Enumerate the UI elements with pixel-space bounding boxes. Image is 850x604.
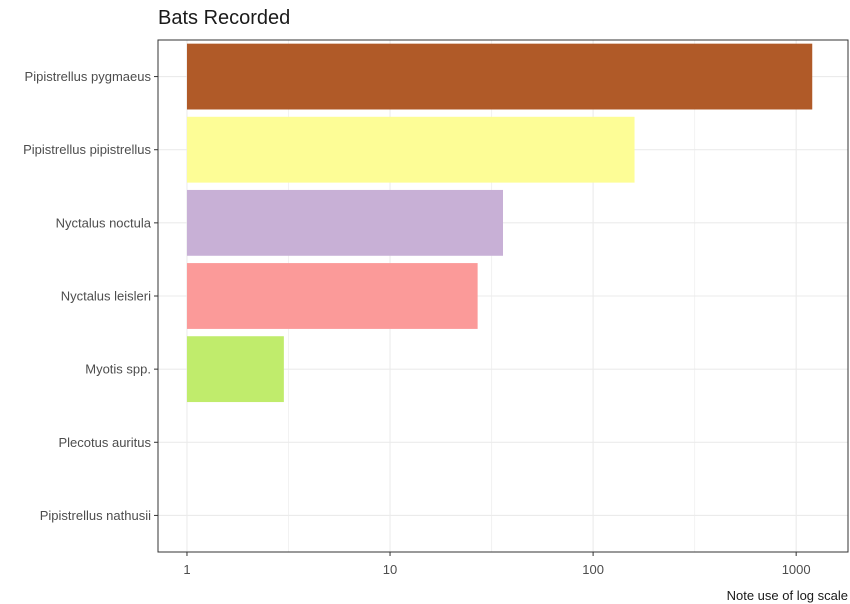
x-tick-label: 10	[383, 562, 397, 577]
bar-layer	[186, 43, 813, 403]
y-tick-label: Plecotus auritus	[59, 435, 152, 450]
x-tick-label: 1000	[782, 562, 811, 577]
bar	[186, 336, 284, 403]
y-tick-label: Pipistrellus nathusii	[40, 508, 151, 523]
y-tick-label: Nyctalus noctula	[56, 215, 152, 230]
axis-layer: Pipistrellus pygmaeus Pipistrellus pipist…	[23, 69, 811, 577]
x-tick-label: 1	[183, 562, 190, 577]
x-axis-title: Note use of log scale	[727, 588, 848, 603]
bar	[186, 43, 813, 110]
y-tick-label: Nyctalus leisleri	[61, 289, 151, 304]
y-tick-label: Pipistrellus pygmaeus	[25, 69, 152, 84]
bar	[186, 116, 635, 183]
x-tick-label: 100	[582, 562, 604, 577]
bar	[186, 189, 504, 256]
y-tick-label: Myotis spp.	[85, 362, 151, 377]
bar	[186, 263, 478, 329]
y-tick-label: Pipistrellus pipistrellus	[23, 142, 151, 157]
chart-title: Bats Recorded	[158, 7, 291, 29]
